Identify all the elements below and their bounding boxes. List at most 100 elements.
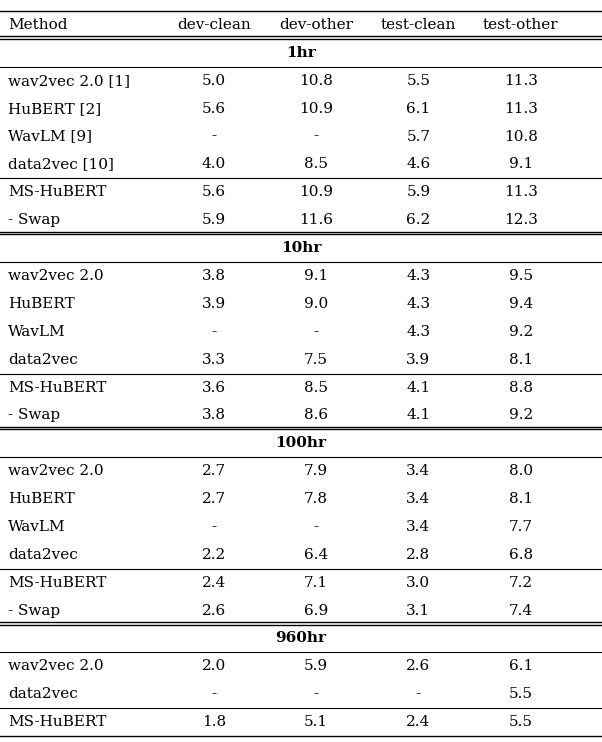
Text: 8.0: 8.0 — [509, 464, 533, 478]
Text: 3.9: 3.9 — [202, 297, 226, 311]
Text: 8.5: 8.5 — [304, 381, 328, 395]
Text: 4.0: 4.0 — [202, 157, 226, 171]
Text: 7.4: 7.4 — [509, 603, 533, 617]
Text: 8.1: 8.1 — [509, 492, 533, 506]
Text: - Swap: - Swap — [8, 408, 60, 422]
Text: 9.2: 9.2 — [509, 325, 533, 339]
Text: 4.1: 4.1 — [406, 408, 430, 422]
Text: 11.6: 11.6 — [299, 213, 333, 227]
Text: 6.2: 6.2 — [406, 213, 430, 227]
Text: 9.1: 9.1 — [509, 157, 533, 171]
Text: data2vec [10]: data2vec [10] — [8, 157, 114, 171]
Text: 9.1: 9.1 — [304, 269, 328, 283]
Text: WavLM: WavLM — [8, 520, 66, 534]
Text: 3.8: 3.8 — [202, 408, 226, 422]
Text: MS-HuBERT: MS-HuBERT — [8, 576, 106, 590]
Text: 2.7: 2.7 — [202, 464, 226, 478]
Text: 5.7: 5.7 — [406, 130, 430, 144]
Text: 10.9: 10.9 — [299, 102, 333, 116]
Text: 3.8: 3.8 — [202, 269, 226, 283]
Text: 10.8: 10.8 — [504, 130, 538, 144]
Text: 5.5: 5.5 — [509, 687, 533, 701]
Text: 4.3: 4.3 — [406, 325, 430, 339]
Text: 3.4: 3.4 — [406, 520, 430, 534]
Text: 3.3: 3.3 — [202, 352, 226, 367]
Text: wav2vec 2.0: wav2vec 2.0 — [8, 269, 104, 283]
Text: 5.9: 5.9 — [304, 660, 328, 673]
Text: 9.2: 9.2 — [509, 408, 533, 422]
Text: 3.4: 3.4 — [406, 464, 430, 478]
Text: -: - — [314, 130, 318, 144]
Text: 5.6: 5.6 — [202, 186, 226, 200]
Text: 6.8: 6.8 — [509, 548, 533, 562]
Text: 2.4: 2.4 — [202, 576, 226, 590]
Text: 11.3: 11.3 — [504, 74, 538, 88]
Text: 6.1: 6.1 — [406, 102, 430, 116]
Text: 3.0: 3.0 — [406, 576, 430, 590]
Text: 7.8: 7.8 — [304, 492, 328, 506]
Text: 4.1: 4.1 — [406, 381, 430, 395]
Text: 10hr: 10hr — [281, 241, 321, 255]
Text: 4.3: 4.3 — [406, 269, 430, 283]
Text: Method: Method — [8, 18, 67, 32]
Text: HuBERT: HuBERT — [8, 492, 75, 506]
Text: HuBERT [2]: HuBERT [2] — [8, 102, 101, 116]
Text: data2vec: data2vec — [8, 352, 78, 367]
Text: -: - — [211, 130, 216, 144]
Text: -: - — [416, 687, 421, 701]
Text: 7.1: 7.1 — [304, 576, 328, 590]
Text: 8.1: 8.1 — [509, 352, 533, 367]
Text: 960hr: 960hr — [276, 631, 326, 646]
Text: 11.3: 11.3 — [504, 186, 538, 200]
Text: 4.6: 4.6 — [406, 157, 430, 171]
Text: 2.6: 2.6 — [406, 660, 430, 673]
Text: 100hr: 100hr — [276, 436, 326, 450]
Text: 9.4: 9.4 — [509, 297, 533, 311]
Text: MS-HuBERT: MS-HuBERT — [8, 186, 106, 200]
Text: 1hr: 1hr — [286, 46, 316, 60]
Text: 5.1: 5.1 — [304, 715, 328, 729]
Text: test-clean: test-clean — [380, 18, 456, 32]
Text: 7.7: 7.7 — [509, 520, 533, 534]
Text: 12.3: 12.3 — [504, 213, 538, 227]
Text: 4.3: 4.3 — [406, 297, 430, 311]
Text: 10.8: 10.8 — [299, 74, 333, 88]
Text: wav2vec 2.0 [1]: wav2vec 2.0 [1] — [8, 74, 130, 88]
Text: 5.6: 5.6 — [202, 102, 226, 116]
Text: 7.5: 7.5 — [304, 352, 328, 367]
Text: 5.0: 5.0 — [202, 74, 226, 88]
Text: data2vec: data2vec — [8, 548, 78, 562]
Text: -: - — [211, 520, 216, 534]
Text: -: - — [211, 687, 216, 701]
Text: 3.6: 3.6 — [202, 381, 226, 395]
Text: 2.7: 2.7 — [202, 492, 226, 506]
Text: 2.2: 2.2 — [202, 548, 226, 562]
Text: 6.9: 6.9 — [304, 603, 328, 617]
Text: 3.4: 3.4 — [406, 492, 430, 506]
Text: 5.9: 5.9 — [406, 186, 430, 200]
Text: 5.9: 5.9 — [202, 213, 226, 227]
Text: -: - — [314, 325, 318, 339]
Text: HuBERT: HuBERT — [8, 297, 75, 311]
Text: 2.8: 2.8 — [406, 548, 430, 562]
Text: 2.6: 2.6 — [202, 603, 226, 617]
Text: 6.4: 6.4 — [304, 548, 328, 562]
Text: 9.0: 9.0 — [304, 297, 328, 311]
Text: 1.8: 1.8 — [202, 715, 226, 729]
Text: 9.5: 9.5 — [509, 269, 533, 283]
Text: MS-HuBERT: MS-HuBERT — [8, 715, 106, 729]
Text: -: - — [314, 520, 318, 534]
Text: wav2vec 2.0: wav2vec 2.0 — [8, 464, 104, 478]
Text: 6.1: 6.1 — [509, 660, 533, 673]
Text: 2.4: 2.4 — [406, 715, 430, 729]
Text: dev-clean: dev-clean — [177, 18, 250, 32]
Text: test-other: test-other — [483, 18, 559, 32]
Text: dev-other: dev-other — [279, 18, 353, 32]
Text: 11.3: 11.3 — [504, 102, 538, 116]
Text: wav2vec 2.0: wav2vec 2.0 — [8, 660, 104, 673]
Text: MS-HuBERT: MS-HuBERT — [8, 381, 106, 395]
Text: 5.5: 5.5 — [509, 715, 533, 729]
Text: 8.5: 8.5 — [304, 157, 328, 171]
Text: 5.5: 5.5 — [406, 74, 430, 88]
Text: data2vec: data2vec — [8, 687, 78, 701]
